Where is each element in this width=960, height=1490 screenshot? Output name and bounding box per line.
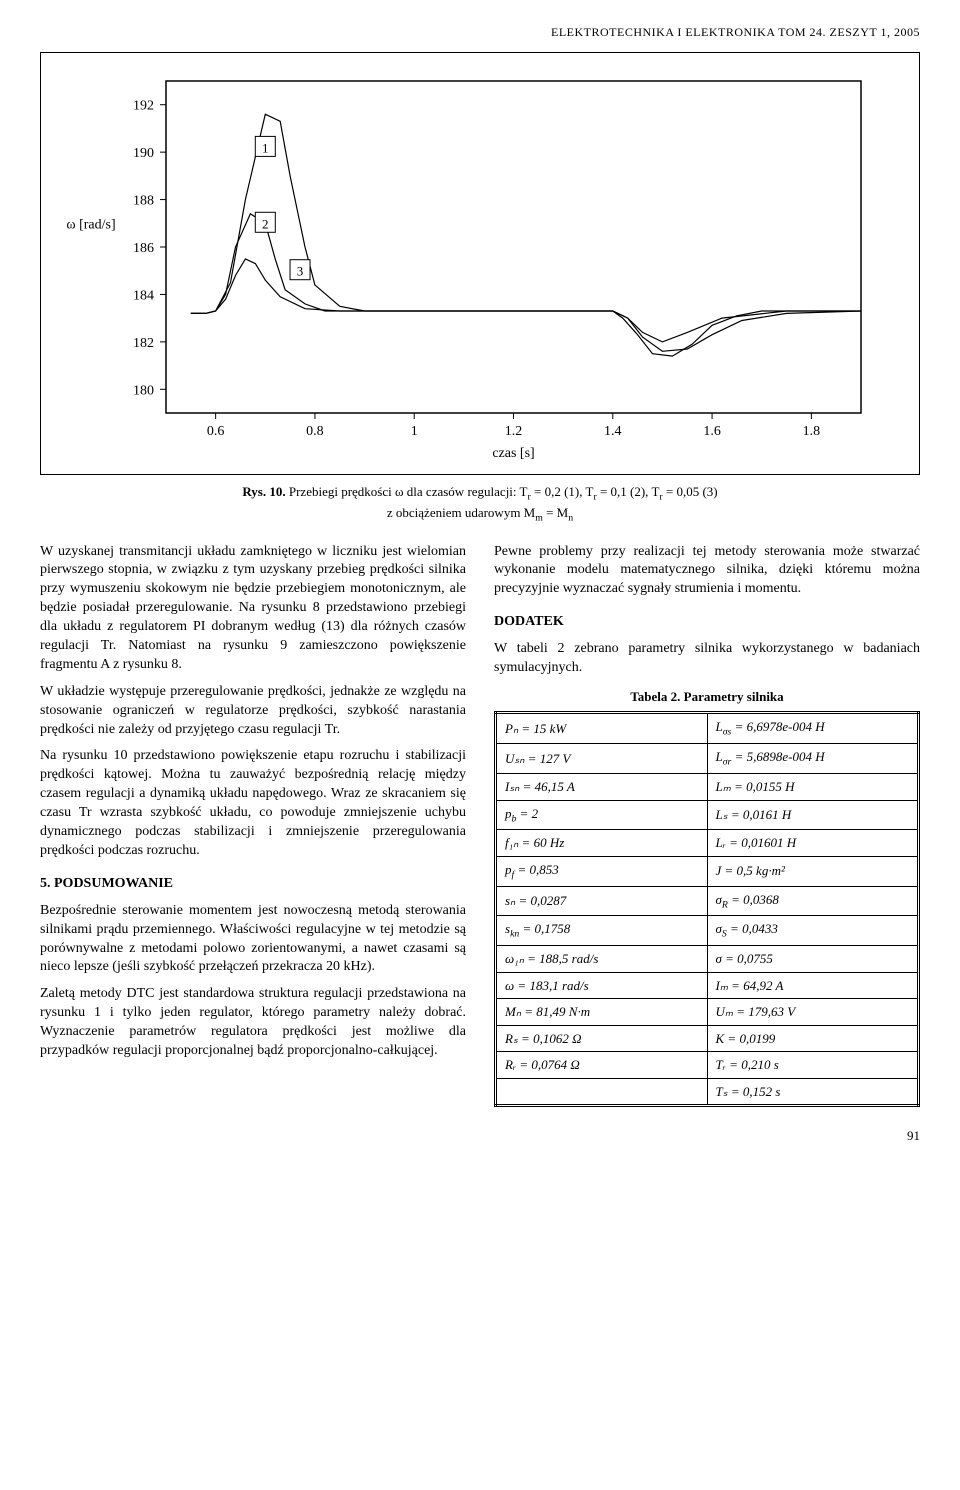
table-cell: Uₛₙ = 127 V — [496, 744, 708, 774]
body-para: W układzie występuje przeregulowanie prę… — [40, 683, 466, 740]
body-para: Zaletą metody DTC jest standardowa struk… — [40, 985, 466, 1061]
table-cell: σ = 0,0755 — [707, 946, 919, 973]
table-cell: σS = 0,0433 — [707, 916, 919, 946]
svg-text:2: 2 — [262, 216, 269, 231]
table-row: pf = 0,853J = 0,5 kg·m² — [496, 856, 919, 886]
table-cell: Lₛ = 0,0161 H — [707, 800, 919, 830]
table-title: Tabela 2. Parametry silnika — [494, 688, 920, 706]
svg-text:1.8: 1.8 — [803, 424, 821, 439]
table-row: Rₛ = 0,1062 ΩK = 0,0199 — [496, 1025, 919, 1052]
page-number: 91 — [40, 1127, 920, 1145]
table-row: Iₛₙ = 46,15 ALₘ = 0,0155 H — [496, 773, 919, 800]
svg-text:192: 192 — [133, 99, 154, 114]
parameters-table: Pₙ = 15 kWLσs = 6,6978e-004 HUₛₙ = 127 V… — [494, 711, 920, 1107]
body-para: Bezpośrednie sterowanie momentem jest no… — [40, 902, 466, 978]
table-cell: ω₁ₙ = 188,5 rad/s — [496, 946, 708, 973]
table-row: f₁ₙ = 60 HzLᵣ = 0,01601 H — [496, 830, 919, 857]
svg-text:190: 190 — [133, 146, 154, 161]
table-cell: σR = 0,0368 — [707, 886, 919, 916]
table-cell: skn = 0,1758 — [496, 916, 708, 946]
svg-text:180: 180 — [133, 383, 154, 398]
table-cell: Lσr = 5,6898e-004 H — [707, 744, 919, 774]
table-cell: Rₛ = 0,1062 Ω — [496, 1025, 708, 1052]
table-cell: Lₘ = 0,0155 H — [707, 773, 919, 800]
svg-text:1: 1 — [262, 141, 269, 156]
svg-text:czas [s]: czas [s] — [492, 446, 534, 461]
left-column: W uzyskanej transmitancji układu zamknię… — [40, 543, 466, 1108]
svg-text:188: 188 — [133, 194, 154, 209]
table-cell: f₁ₙ = 60 Hz — [496, 830, 708, 857]
two-column-body: W uzyskanej transmitancji układu zamknię… — [40, 543, 920, 1108]
figure-caption: Rys. 10. Przebiegi prędkości ω dla czasó… — [40, 483, 920, 525]
table-cell: ω = 183,1 rad/s — [496, 972, 708, 999]
svg-text:1: 1 — [411, 424, 418, 439]
body-para: W tabeli 2 zebrano parametry silnika wyk… — [494, 640, 920, 678]
table-cell: Tₛ = 0,152 s — [707, 1078, 919, 1106]
table-row: ω₁ₙ = 188,5 rad/sσ = 0,0755 — [496, 946, 919, 973]
chart-svg: 180 182 184 186 188 190 192 0.6 0.8 1 1.2 1.4 1.6 1.8… — [51, 63, 881, 463]
table-cell: Tᵣ = 0,210 s — [707, 1052, 919, 1079]
section-heading: 5. PODSUMOWANIE — [40, 875, 466, 894]
section-heading: DODATEK — [494, 613, 920, 632]
table-cell: Lᵣ = 0,01601 H — [707, 830, 919, 857]
table-row: Pₙ = 15 kWLσs = 6,6978e-004 H — [496, 713, 919, 744]
svg-text:0.8: 0.8 — [306, 424, 324, 439]
table-cell: Lσs = 6,6978e-004 H — [707, 713, 919, 744]
table-row: ω = 183,1 rad/sIₘ = 64,92 A — [496, 972, 919, 999]
running-head: ELEKTROTECHNIKA I ELEKTRONIKA TOM 24. ZE… — [40, 24, 920, 40]
table-cell: J = 0,5 kg·m² — [707, 856, 919, 886]
table-row: Tₛ = 0,152 s — [496, 1078, 919, 1106]
svg-text:0.6: 0.6 — [207, 424, 225, 439]
body-para: W uzyskanej transmitancji układu zamknię… — [40, 543, 466, 675]
svg-text:1.4: 1.4 — [604, 424, 622, 439]
body-para: Na rysunku 10 przedstawiono powiększenie… — [40, 747, 466, 860]
table-cell: Mₙ = 81,49 N·m — [496, 999, 708, 1026]
table-row: skn = 0,1758σS = 0,0433 — [496, 916, 919, 946]
figure-10: 180 182 184 186 188 190 192 0.6 0.8 1 1.2 1.4 1.6 1.8… — [40, 52, 920, 475]
table-cell: pb = 2 — [496, 800, 708, 830]
svg-text:1.6: 1.6 — [703, 424, 721, 439]
table-cell: Uₘ = 179,63 V — [707, 999, 919, 1026]
svg-text:ω [rad/s]: ω [rad/s] — [66, 217, 115, 232]
table-row: Mₙ = 81,49 N·mUₘ = 179,63 V — [496, 999, 919, 1026]
table-cell — [496, 1078, 708, 1106]
table-cell: pf = 0,853 — [496, 856, 708, 886]
table-cell: sₙ = 0,0287 — [496, 886, 708, 916]
svg-text:184: 184 — [133, 289, 154, 304]
table-cell: Rᵣ = 0,0764 Ω — [496, 1052, 708, 1079]
svg-text:186: 186 — [133, 241, 154, 256]
svg-text:182: 182 — [133, 336, 154, 351]
table-cell: Pₙ = 15 kW — [496, 713, 708, 744]
svg-text:1.2: 1.2 — [505, 424, 523, 439]
table-row: Rᵣ = 0,0764 ΩTᵣ = 0,210 s — [496, 1052, 919, 1079]
table-row: pb = 2Lₛ = 0,0161 H — [496, 800, 919, 830]
table-row: sₙ = 0,0287σR = 0,0368 — [496, 886, 919, 916]
right-column: Pewne problemy przy realizacji tej metod… — [494, 543, 920, 1108]
table-cell: K = 0,0199 — [707, 1025, 919, 1052]
svg-text:3: 3 — [297, 264, 304, 279]
table-cell: Iₘ = 64,92 A — [707, 972, 919, 999]
body-para: Pewne problemy przy realizacji tej metod… — [494, 543, 920, 600]
table-row: Uₛₙ = 127 VLσr = 5,6898e-004 H — [496, 744, 919, 774]
table-cell: Iₛₙ = 46,15 A — [496, 773, 708, 800]
caption-prefix: Rys. 10. — [242, 484, 289, 499]
